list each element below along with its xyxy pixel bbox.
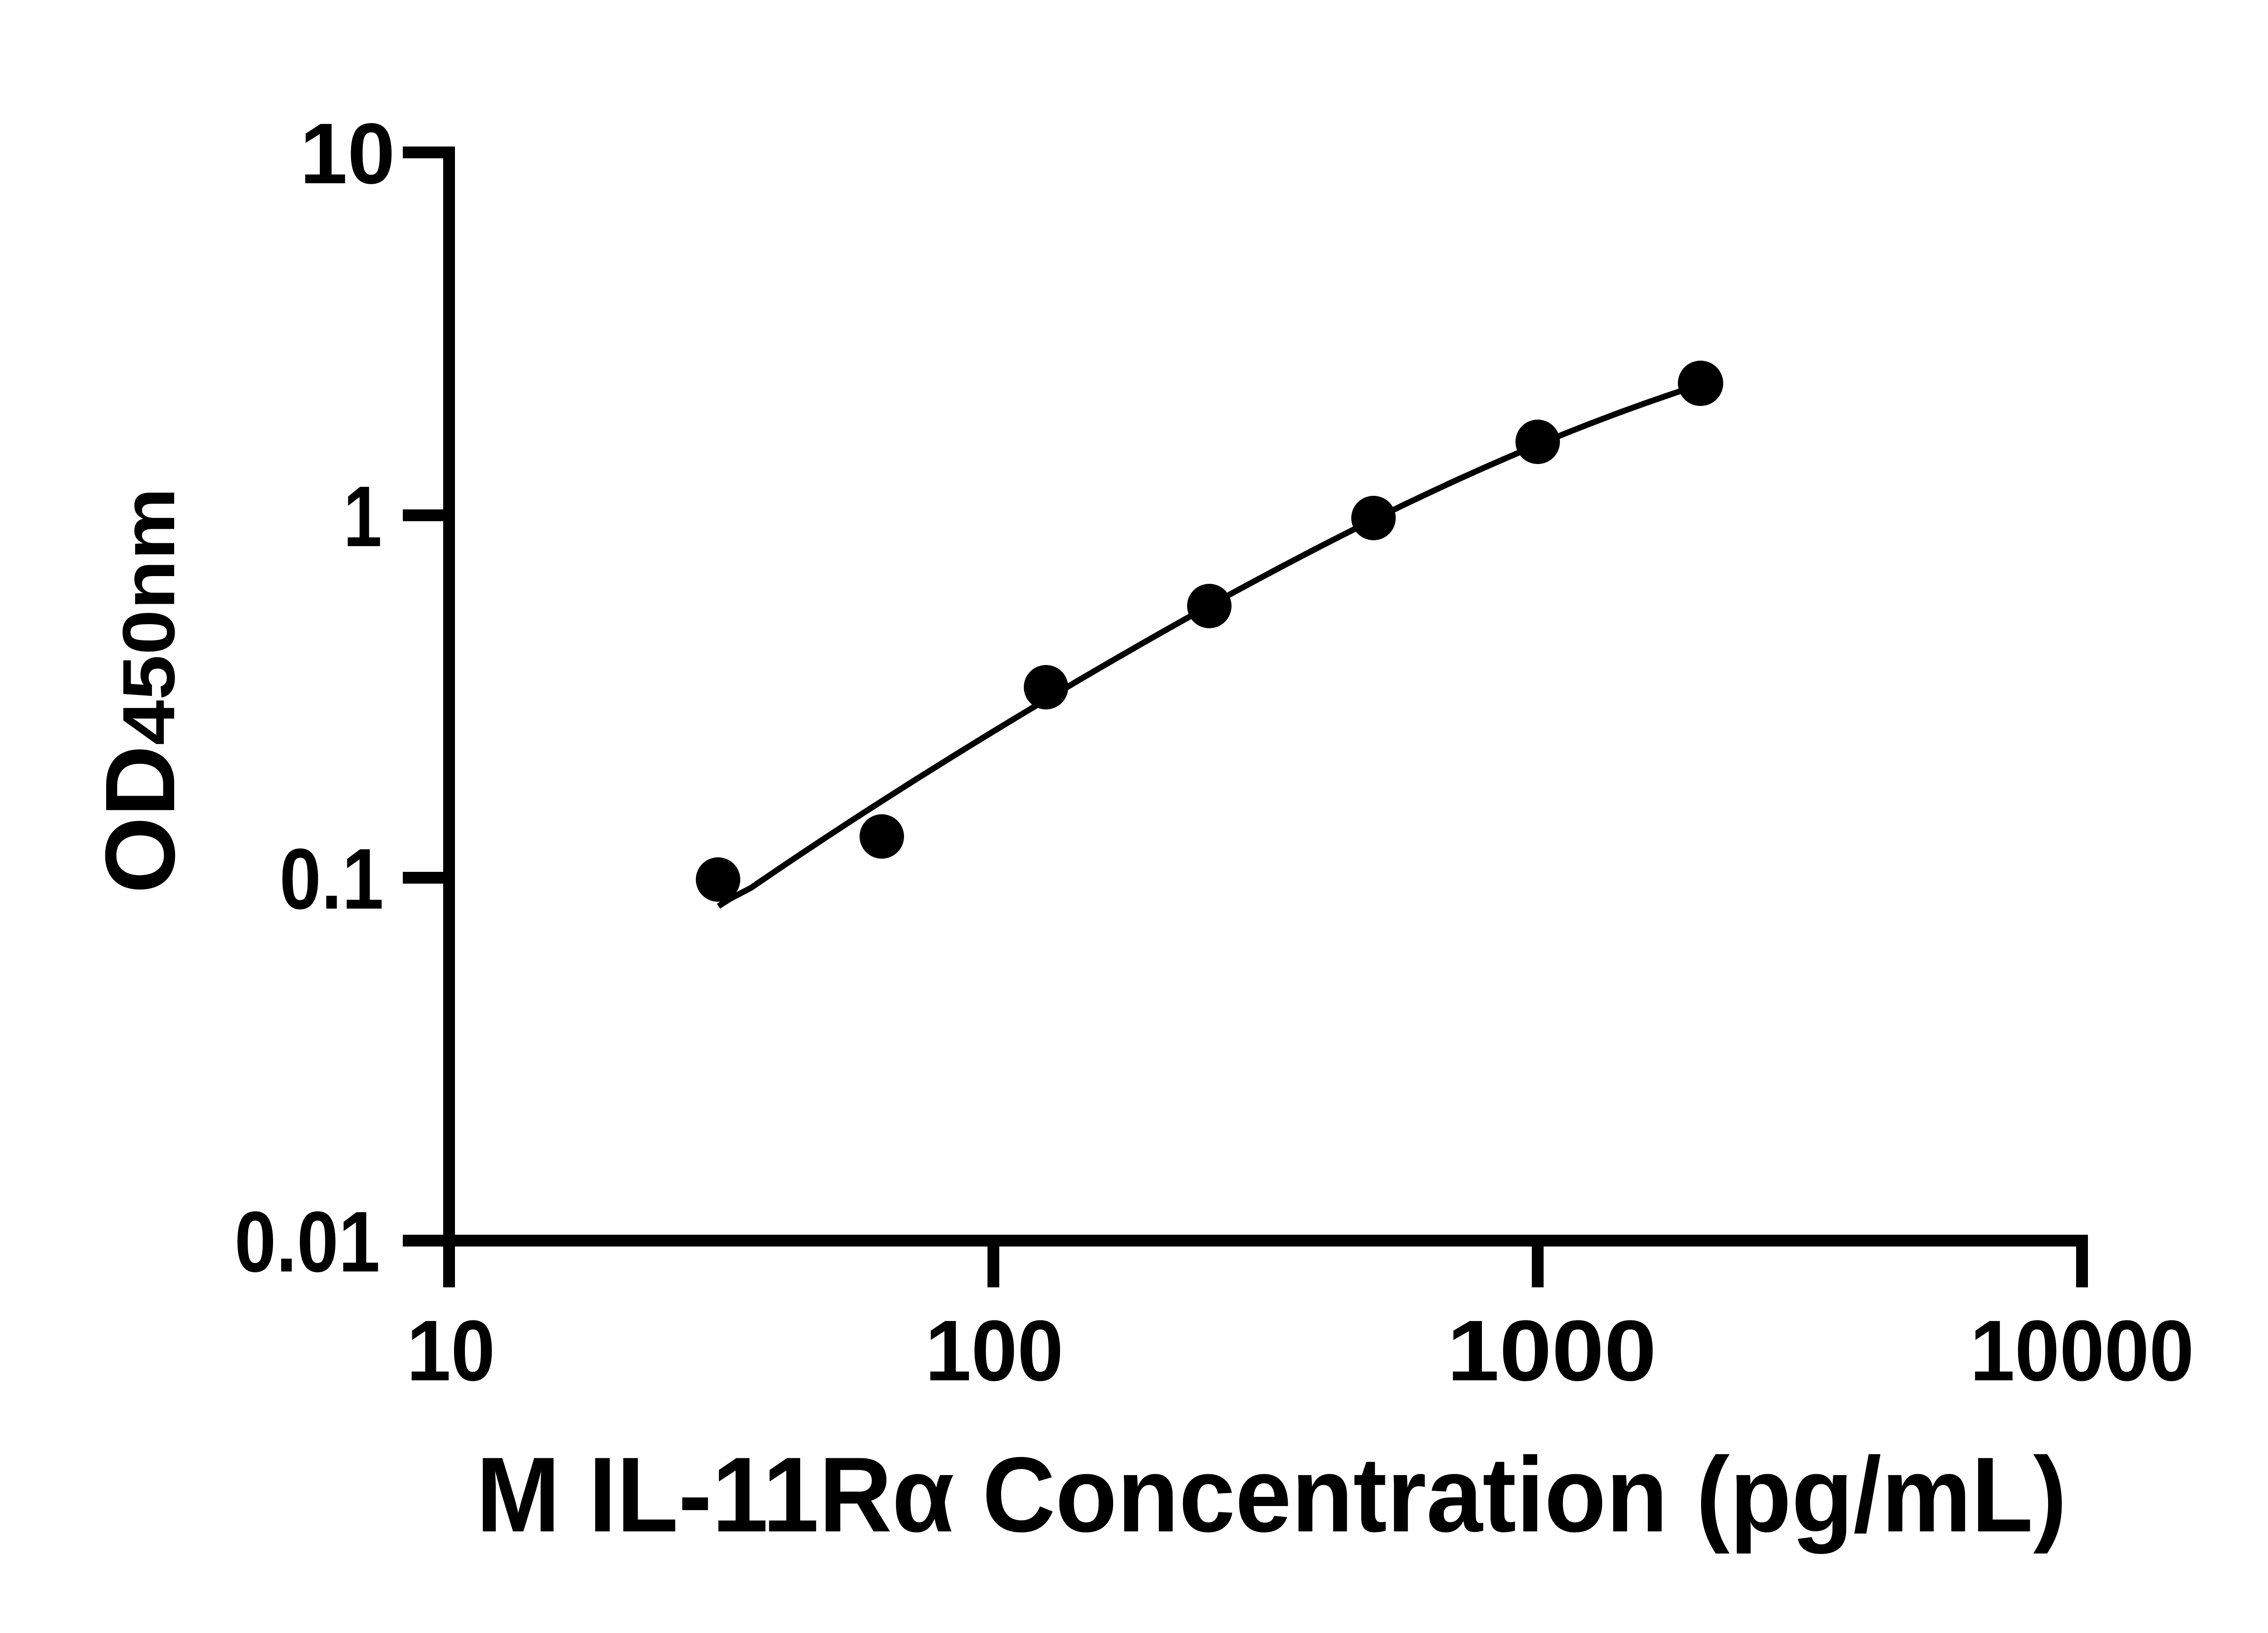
svg-text:10: 10 [300, 106, 395, 202]
svg-text:10000: 10000 [1970, 1303, 2194, 1399]
svg-text:1: 1 [343, 469, 382, 565]
svg-text:10: 10 [407, 1303, 495, 1399]
svg-text:OD: OD [85, 745, 196, 894]
svg-text:1000: 1000 [1447, 1303, 1657, 1399]
svg-text:M IL-11Rα Concentration (pg/mL: M IL-11Rα Concentration (pg/mL) [476, 1435, 2067, 1554]
svg-text:0.01: 0.01 [235, 1194, 380, 1290]
svg-text:450nm: 450nm [107, 488, 190, 745]
svg-text:100: 100 [925, 1303, 1064, 1399]
svg-text:0.1: 0.1 [279, 831, 384, 927]
